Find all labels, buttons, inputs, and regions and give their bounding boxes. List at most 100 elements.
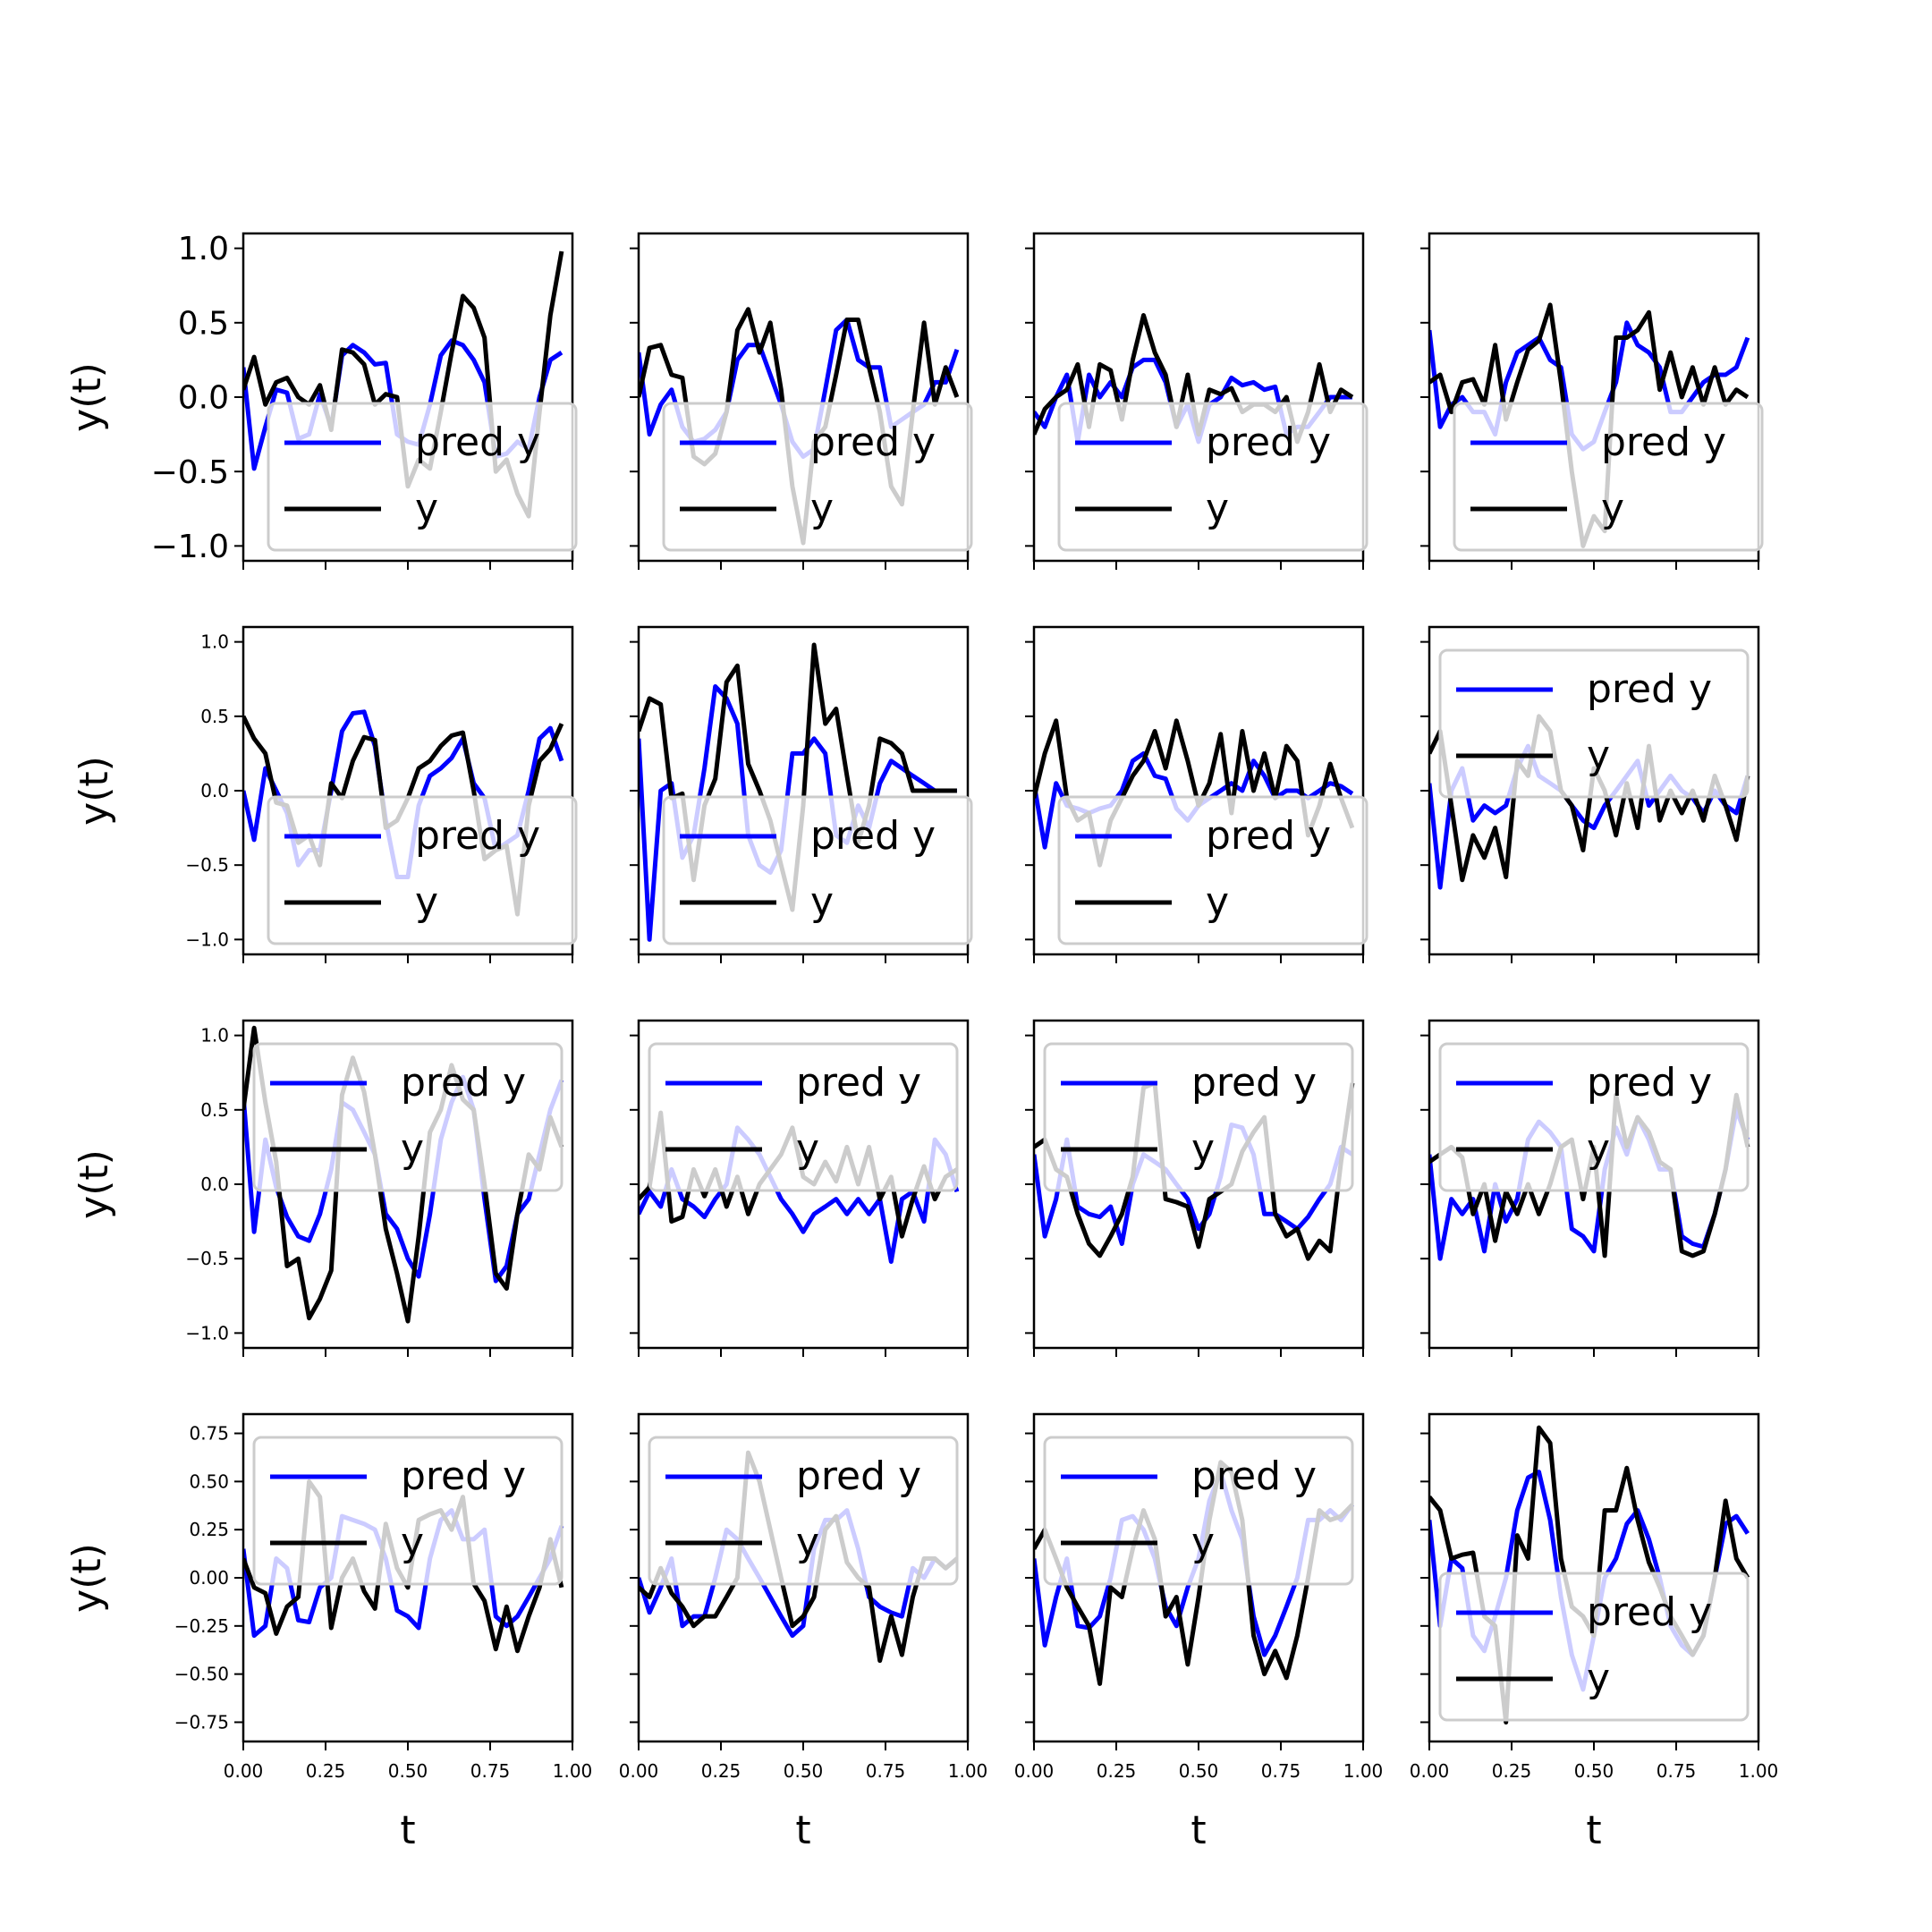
- subplot-r1c0: −1.0 −0.5 0.0 0.5 1.0 pred y y y(t): [72, 625, 578, 963]
- legend-label-pred-y: pred y: [810, 813, 936, 859]
- legend-label-pred-y: pred y: [796, 1453, 921, 1499]
- y-tick-label: −1.0: [151, 529, 229, 565]
- legend-label-pred-y: pred y: [1587, 1589, 1712, 1635]
- x-tick-label: 0.00: [1014, 1760, 1055, 1782]
- series-line-pred-y: [243, 1508, 564, 1639]
- y-tick-label: 0.00: [189, 1567, 229, 1589]
- axes-frame: [1032, 1412, 1365, 1743]
- y-tick-label: −0.50: [174, 1664, 229, 1685]
- axes-frame: [242, 625, 574, 956]
- legend: pred y y: [252, 1436, 564, 1586]
- legend-label-pred-y: pred y: [810, 419, 936, 465]
- plot-area: [243, 1025, 564, 1324]
- subplot-r2c1: pred y y: [630, 1019, 970, 1357]
- legend-label-y: y: [810, 879, 834, 925]
- series-line-pred-y: [639, 1125, 960, 1264]
- legend-label-pred-y: pred y: [1191, 1060, 1317, 1106]
- y-tick-label: 1.0: [200, 631, 229, 653]
- x-axis-label: t: [795, 1808, 810, 1853]
- axes-frame: [1428, 625, 1760, 956]
- legend: pred y y: [1438, 648, 1750, 799]
- x-tick-label: 0.25: [306, 1760, 346, 1782]
- subplot-r1c1: pred y y: [630, 625, 973, 963]
- x-tick-label: 0.50: [388, 1760, 428, 1782]
- legend: pred y y: [1438, 1572, 1750, 1722]
- legend-label-pred-y: pred y: [1191, 1453, 1317, 1499]
- y-tick-label: −1.0: [185, 928, 229, 950]
- x-tick-label: 0.50: [784, 1760, 824, 1782]
- series-line-y: [1034, 1460, 1354, 1686]
- x-tick-label: 1.00: [948, 1760, 988, 1782]
- legend-label-pred-y: pred y: [401, 1453, 526, 1499]
- legend-label-y: y: [1601, 486, 1624, 531]
- legend-label-pred-y: pred y: [1587, 1060, 1712, 1106]
- series-line-y: [639, 1450, 959, 1664]
- x-tick-label: 0.00: [224, 1760, 264, 1782]
- y-tick-label: −0.5: [151, 454, 229, 491]
- legend-frame: [267, 402, 578, 552]
- y-tick-label: 0.0: [200, 780, 229, 801]
- legend: pred y y: [648, 1436, 959, 1586]
- legend-label-pred-y: pred y: [796, 1060, 921, 1106]
- legend-label-y: y: [1206, 486, 1229, 531]
- legend-label-pred-y: pred y: [1587, 666, 1712, 712]
- legend-frame: [662, 402, 973, 552]
- axes-frame: [242, 232, 574, 563]
- y-tick-label: 1.0: [178, 231, 229, 267]
- legend-frame: [252, 1436, 564, 1586]
- axes-frame: [1032, 625, 1365, 956]
- y-tick-label: −0.5: [185, 1248, 229, 1269]
- x-tick-label: 0.25: [1097, 1760, 1137, 1782]
- subplot-r2c0: −1.0 −0.5 0.0 0.5 1.0 pred y y y(t): [72, 1019, 574, 1357]
- legend: pred y y: [1043, 1436, 1354, 1586]
- y-tick-label: 0.75: [189, 1423, 229, 1445]
- legend-frame: [1438, 1572, 1750, 1722]
- subplot-r3c2: 0.00 0.25 0.50 0.75 1.00 pred y y t: [1014, 1412, 1383, 1853]
- series-line-pred-y: [1429, 1107, 1750, 1261]
- legend-frame: [1453, 402, 1764, 552]
- legend: pred y y: [662, 402, 973, 552]
- legend-label-y: y: [415, 486, 438, 531]
- legend: pred y y: [267, 795, 578, 945]
- axes-frame: [242, 1019, 574, 1350]
- y-tick-label: 0.25: [189, 1519, 229, 1540]
- legend-label-pred-y: pred y: [401, 1060, 526, 1106]
- legend: pred y y: [252, 1042, 564, 1192]
- y-tick-label: 0.5: [200, 706, 229, 727]
- axes-frame: [1032, 1019, 1365, 1350]
- x-tick-label: 0.00: [619, 1760, 659, 1782]
- legend-label-y: y: [796, 1126, 819, 1172]
- y-tick-label: 1.0: [200, 1025, 229, 1046]
- x-axis-label: t: [1586, 1808, 1601, 1853]
- legend-label-y: y: [1191, 1520, 1215, 1565]
- legend: pred y y: [1043, 1042, 1354, 1192]
- axes-frame: [1032, 232, 1365, 563]
- legend-frame: [267, 795, 578, 945]
- x-tick-label: 0.25: [1492, 1760, 1532, 1782]
- x-axis-label: t: [1191, 1808, 1206, 1853]
- legend-label-y: y: [1587, 733, 1610, 778]
- subplot-r1c3: pred y y: [1420, 625, 1760, 963]
- legend-frame: [1438, 648, 1750, 799]
- subplot-r1c2: pred y y: [1025, 625, 1368, 963]
- subplot-r3c3: 0.00 0.25 0.50 0.75 1.00 pred y y t: [1410, 1412, 1778, 1853]
- x-tick-label: 0.75: [470, 1760, 511, 1782]
- legend: pred y y: [1057, 402, 1368, 552]
- x-tick-label: 0.00: [1410, 1760, 1450, 1782]
- legend-label-pred-y: pred y: [1601, 419, 1726, 465]
- legend-label-y: y: [796, 1520, 819, 1565]
- y-tick-label: 0.5: [200, 1099, 229, 1121]
- legend-frame: [252, 1042, 564, 1192]
- legend-label-pred-y: pred y: [1206, 419, 1331, 465]
- series-line-y: [243, 1025, 564, 1324]
- y-tick-label: 0.0: [178, 380, 229, 417]
- axes-frame: [1428, 1412, 1760, 1743]
- axes-frame: [637, 232, 970, 563]
- axes-frame: [637, 1412, 970, 1743]
- x-tick-label: 0.75: [1261, 1760, 1301, 1782]
- legend: pred y y: [1453, 402, 1764, 552]
- subplot-r2c2: pred y y: [1025, 1019, 1365, 1357]
- subplot-r2c3: pred y y: [1420, 1019, 1760, 1357]
- subplot-r3c0: −0.75 −0.50 −0.25 0.00 0.25 0.50 0.75 0.00 0.25 0…: [64, 1412, 592, 1853]
- x-tick-label: 0.50: [1179, 1760, 1219, 1782]
